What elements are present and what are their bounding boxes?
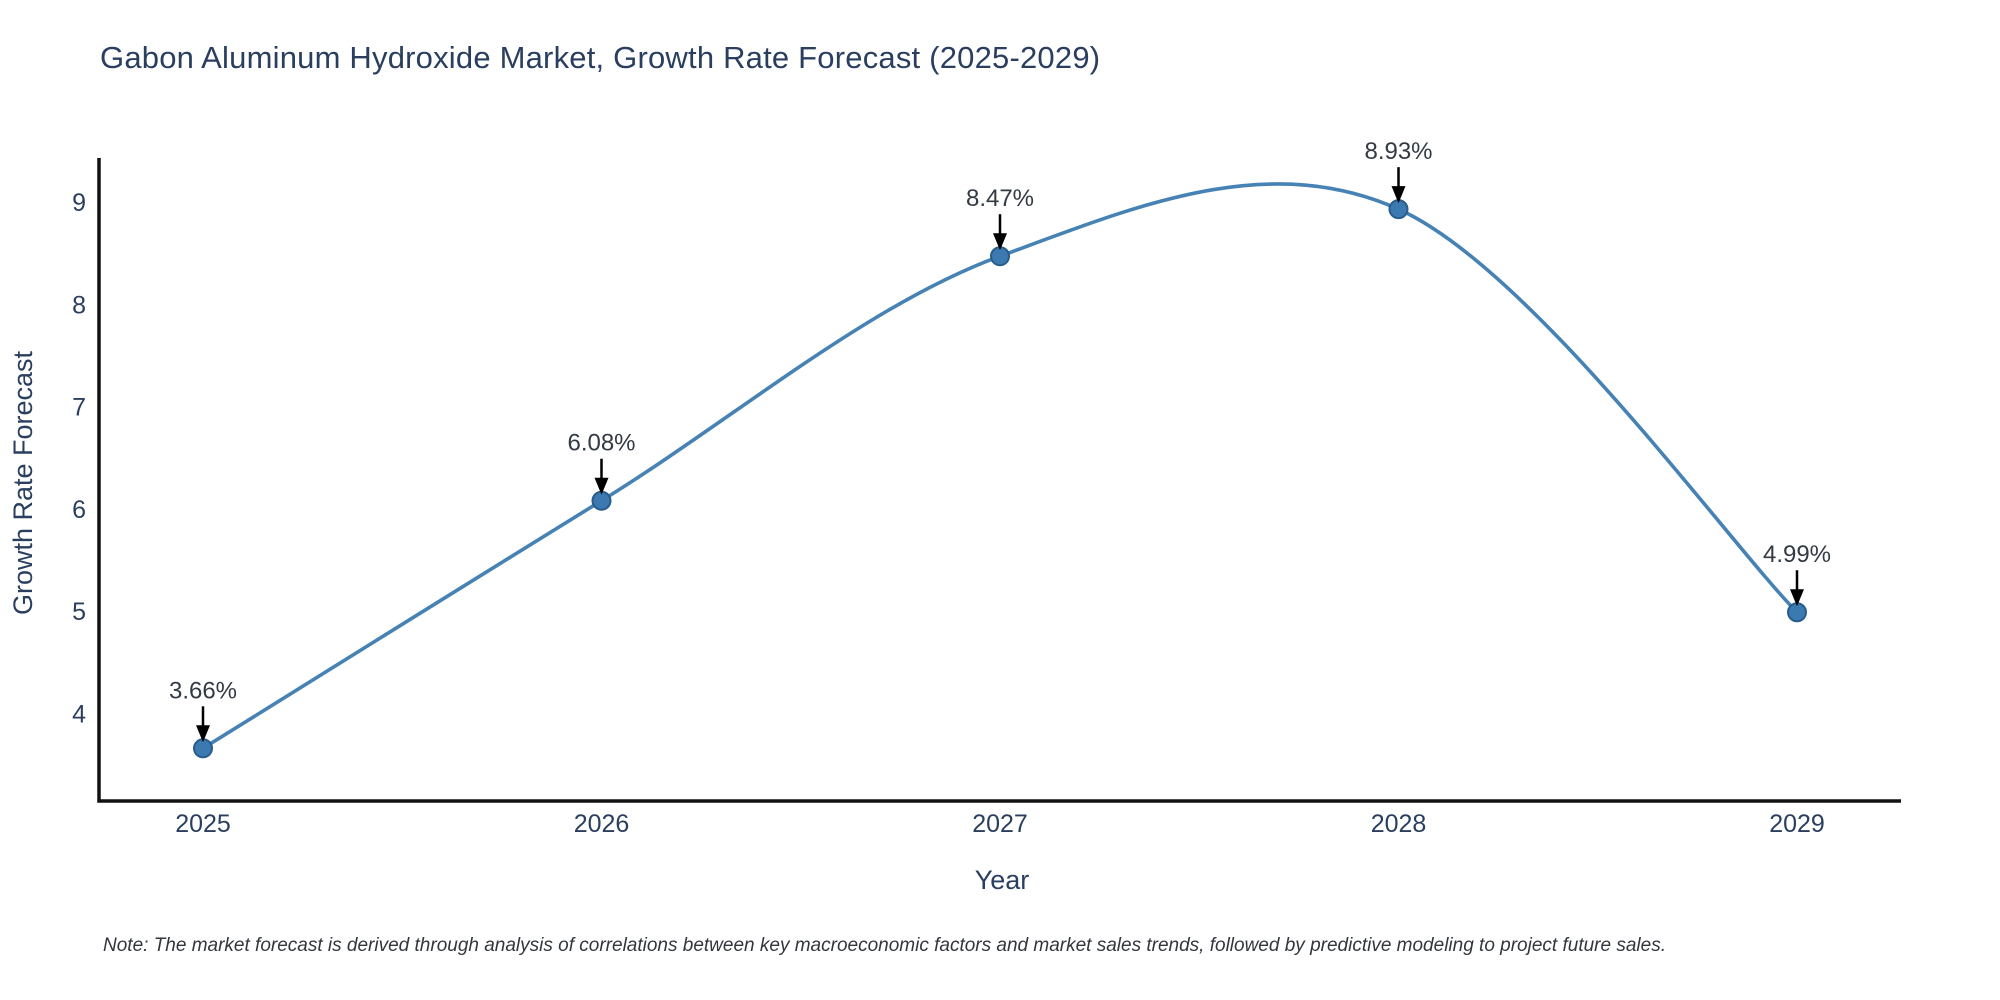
- y-tick-label: 5: [72, 598, 86, 626]
- x-tick-label: 2029: [1769, 810, 1825, 838]
- data-label: 6.08%: [567, 430, 635, 457]
- chart-title: Gabon Aluminum Hydroxide Market, Growth …: [100, 40, 1101, 75]
- x-tick-label: 2025: [175, 810, 231, 838]
- annotation-arrowhead: [993, 233, 1007, 251]
- y-axis-title: Growth Rate Forecast: [8, 350, 38, 615]
- data-label: 8.47%: [966, 185, 1034, 212]
- series: [202, 182, 1799, 750]
- y-tick-label: 9: [72, 189, 86, 217]
- x-axis-title: Year: [975, 865, 1030, 895]
- axes: [97, 158, 1901, 803]
- annotation-arrowhead: [594, 477, 609, 495]
- data-label: 4.99%: [1763, 541, 1831, 568]
- data-label: 3.66%: [169, 677, 237, 704]
- y-tick-label: 6: [72, 496, 86, 524]
- annotation-arrowhead: [1790, 589, 1804, 607]
- series-line: [202, 182, 1799, 750]
- x-axis-tick-labels: 2025 2026 2027 2028 2029: [175, 810, 1825, 838]
- data-point-annotations: 3.66% 6.08% 8.47% 8.93% 4.99%: [169, 138, 1831, 743]
- x-tick-label: 2028: [1371, 810, 1427, 838]
- annotation-arrowhead: [1391, 186, 1406, 204]
- y-tick-label: 8: [72, 291, 86, 319]
- y-axis-tick-labels: 4 5 6 7 8 9: [72, 189, 86, 729]
- x-tick-label: 2027: [972, 810, 1028, 838]
- footnote: Note: The market forecast is derived thr…: [103, 935, 1666, 956]
- axis-spines: [97, 158, 1901, 803]
- y-tick-label: 4: [72, 701, 86, 729]
- y-tick-label: 7: [72, 394, 86, 422]
- data-label: 8.93%: [1364, 138, 1432, 165]
- data-point-markers: [193, 199, 1807, 759]
- x-tick-label: 2026: [574, 810, 630, 838]
- annotation-arrowhead: [196, 725, 210, 743]
